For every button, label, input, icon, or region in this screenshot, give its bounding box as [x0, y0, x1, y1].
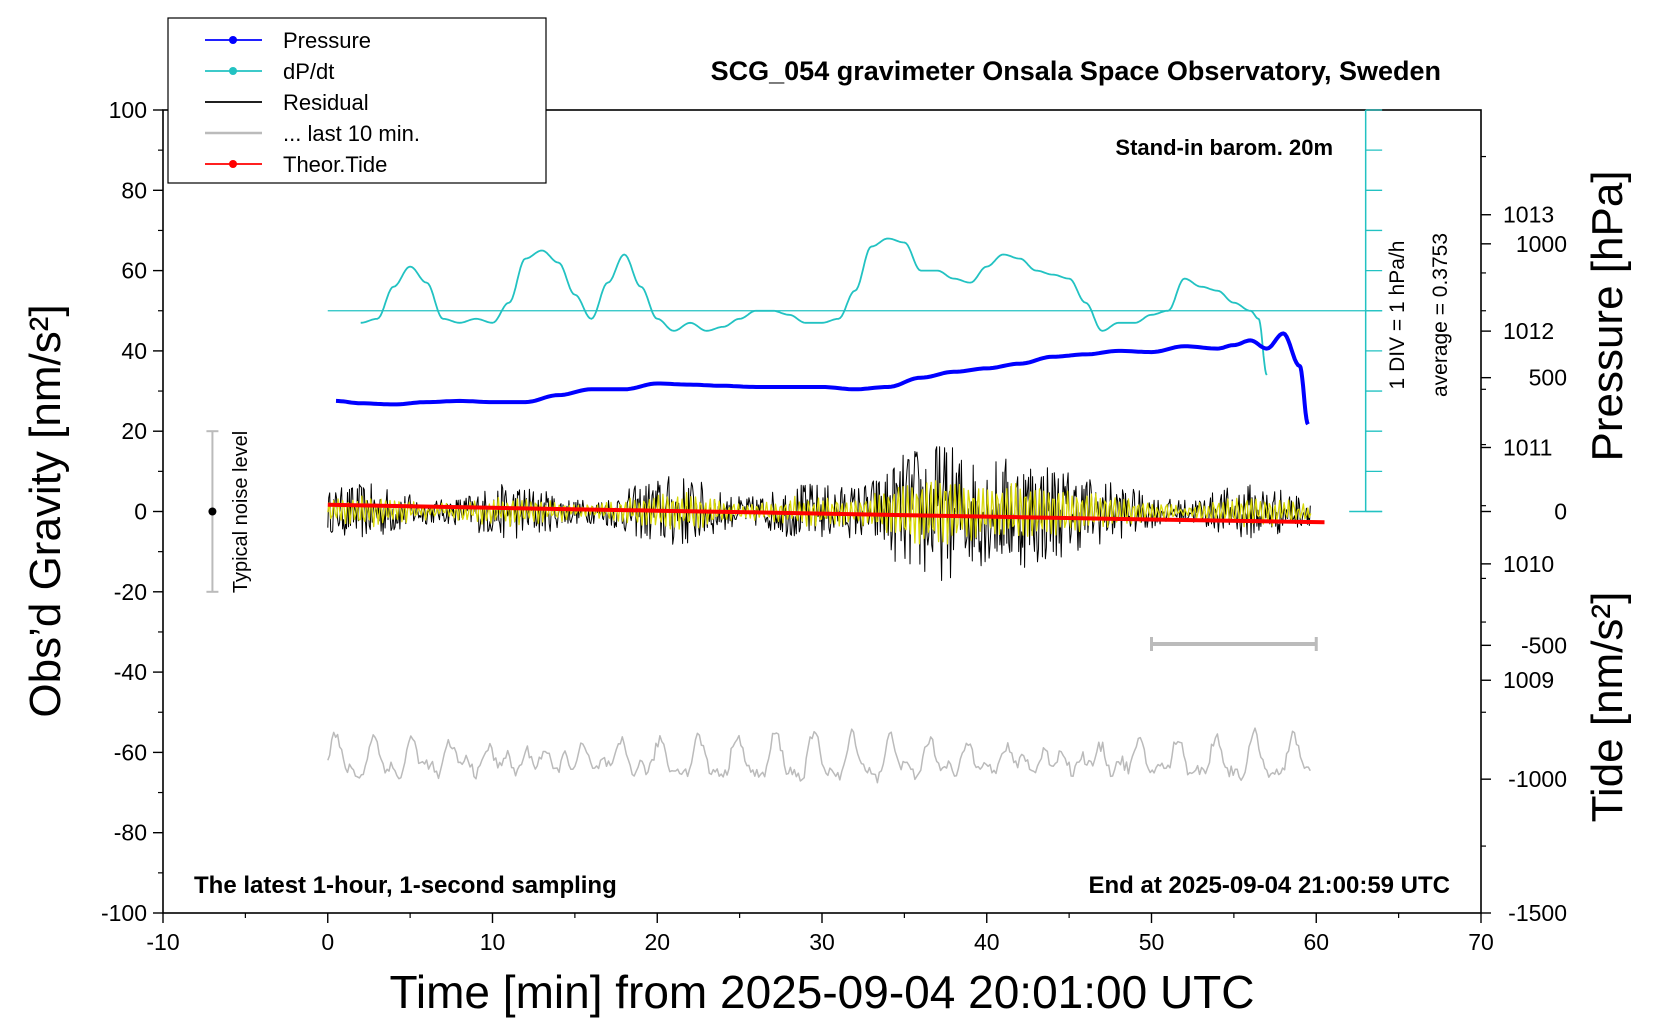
noise-indicator	[206, 430, 219, 593]
x-tick-label: 20	[644, 929, 670, 955]
y-axis-ticks: 100 80 60 40 20 0 -20 -40 -60 -80 -100	[101, 97, 163, 926]
legend: Pressure dP/dt Residual ... last 10 min. The…	[167, 17, 547, 184]
tide-tick-label: 500	[1529, 365, 1567, 391]
y-tick-label: 100	[109, 97, 147, 123]
pressure-tick-label: 1010	[1503, 551, 1554, 577]
legend-label: dP/dt	[283, 59, 334, 84]
x-tick-label: -10	[146, 929, 179, 955]
chart-title: SCG_054 gravimeter Onsala Space Observat…	[711, 56, 1441, 86]
average-label: average = 0.3753	[1429, 233, 1452, 397]
y-axis-label-pressure: Pressure [hPa]	[1583, 170, 1632, 461]
legend-label: Pressure	[283, 28, 371, 53]
x-tick-label: 70	[1468, 929, 1494, 955]
legend-label: Theor.Tide	[283, 152, 387, 177]
legend-marker	[229, 67, 237, 75]
bottom-left-note: The latest 1-hour, 1-second sampling	[194, 872, 617, 899]
y-tick-label: 0	[134, 499, 147, 525]
tide-line	[327, 502, 1325, 525]
pressure-tick-label: 1011	[1503, 434, 1552, 460]
dpdt-line	[360, 237, 1268, 376]
pressure-tick-label: 1009	[1503, 667, 1554, 693]
legend-marker	[229, 36, 237, 44]
y-tick-label: 80	[121, 177, 147, 203]
y-tick-label: -80	[114, 820, 147, 846]
series-layer	[327, 237, 1325, 784]
residual-filtered-line	[327, 480, 1312, 545]
x-tick-label: 50	[1139, 929, 1165, 955]
noise-center-dot	[208, 507, 217, 516]
x-axis-label: Time [min] from 2025-09-04 20:01:00 UTC	[390, 966, 1255, 1018]
x-tick-label: 30	[809, 929, 835, 955]
y-tick-label: 20	[121, 418, 147, 444]
pressure-line	[335, 331, 1310, 426]
div-label: 1 DIV = 1 hPa/h	[1386, 241, 1409, 390]
y-tick-label: -20	[114, 579, 147, 605]
last-10-min-line	[327, 727, 1311, 784]
dpdt-division-axis	[327, 109, 1383, 513]
y-tick-label: -100	[101, 900, 147, 926]
y-tick-label: -60	[114, 739, 147, 765]
y-tick-label: -40	[114, 659, 147, 685]
tide-tick-label: -500	[1521, 632, 1567, 658]
tide-tick-label: 1000	[1516, 231, 1567, 257]
pressure-tick-label: 1013	[1503, 202, 1554, 228]
tide-tick-label: -1000	[1508, 766, 1567, 792]
tide-tick-label: 0	[1554, 499, 1567, 525]
x-tick-label: 0	[321, 929, 334, 955]
noise-label: Typical noise level	[230, 431, 252, 593]
x-tick-label: 10	[480, 929, 506, 955]
x-tick-label: 60	[1303, 929, 1329, 955]
tide-axis-ticks: 1000 500 0 -500 -1000 -1500	[1481, 231, 1567, 926]
tide-tick-label: -1500	[1508, 900, 1567, 926]
barometer-note: Stand-in barom. 20m	[1115, 135, 1333, 160]
x-axis-ticks: -10 0 10 20 30 40 50 60 70	[146, 913, 1494, 955]
legend-box	[167, 17, 547, 184]
y-axis-label-left: Obs’d Gravity [nm/s²]	[21, 304, 70, 717]
legend-label: Residual	[283, 90, 369, 115]
bottom-right-note: End at 2025-09-04 21:00:59 UTC	[1089, 872, 1451, 899]
y-tick-label: 60	[121, 258, 147, 284]
pressure-axis-ticks: 1013 1012 1011 1010 1009	[1481, 155, 1554, 693]
x-tick-label: 40	[974, 929, 1000, 955]
legend-marker	[229, 160, 237, 168]
pressure-tick-label: 1012	[1503, 318, 1554, 344]
y-tick-label: 40	[121, 338, 147, 364]
y-axis-label-tide: Tide [nm/s²]	[1583, 592, 1632, 823]
legend-label: ... last 10 min.	[283, 121, 420, 146]
